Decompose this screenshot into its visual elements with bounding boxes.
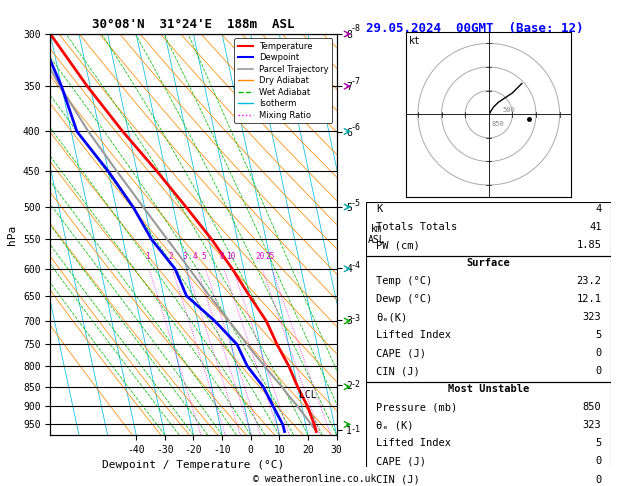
- Bar: [366, 256, 611, 382]
- Text: -7: -7: [350, 77, 360, 86]
- Text: 850: 850: [491, 121, 504, 127]
- Text: -8: -8: [350, 24, 360, 33]
- Text: 323: 323: [583, 420, 601, 431]
- Text: -2: -2: [350, 380, 360, 389]
- Text: Lifted Index: Lifted Index: [376, 330, 451, 340]
- Text: 10: 10: [226, 252, 236, 261]
- Text: CAPE (J): CAPE (J): [376, 456, 426, 467]
- Text: CIN (J): CIN (J): [376, 474, 420, 485]
- Text: 0: 0: [595, 366, 601, 377]
- Text: CAPE (J): CAPE (J): [376, 348, 426, 359]
- Text: 12.1: 12.1: [577, 295, 601, 304]
- Text: Lifted Index: Lifted Index: [376, 438, 451, 449]
- X-axis label: Dewpoint / Temperature (°C): Dewpoint / Temperature (°C): [103, 460, 284, 470]
- Text: 2: 2: [168, 252, 173, 261]
- Text: 8: 8: [220, 252, 225, 261]
- Text: 3: 3: [182, 252, 187, 261]
- Text: 41: 41: [589, 223, 601, 232]
- Text: 1: 1: [145, 252, 150, 261]
- Text: kt: kt: [408, 36, 420, 46]
- Y-axis label: km
ASL: km ASL: [369, 224, 386, 245]
- Text: Totals Totals: Totals Totals: [376, 223, 457, 232]
- Text: -4: -4: [350, 261, 360, 270]
- Text: 5: 5: [201, 252, 206, 261]
- Text: © weatheronline.co.uk: © weatheronline.co.uk: [253, 473, 376, 484]
- Text: Most Unstable: Most Unstable: [448, 384, 530, 395]
- Text: Dewp (°C): Dewp (°C): [376, 295, 432, 304]
- Text: 29.05.2024  00GMT  (Base: 12): 29.05.2024 00GMT (Base: 12): [366, 22, 584, 35]
- Text: CIN (J): CIN (J): [376, 366, 420, 377]
- Text: 850: 850: [583, 402, 601, 413]
- Text: -5: -5: [350, 199, 360, 208]
- Y-axis label: hPa: hPa: [8, 225, 18, 244]
- Text: 0: 0: [595, 456, 601, 467]
- Text: 323: 323: [583, 312, 601, 322]
- Bar: [366, 382, 611, 486]
- Text: Pressure (mb): Pressure (mb): [376, 402, 457, 413]
- Text: θₑ (K): θₑ (K): [376, 420, 413, 431]
- Text: θₑ(K): θₑ(K): [376, 312, 407, 322]
- Text: 25: 25: [265, 252, 275, 261]
- Title: 30°08'N  31°24'E  188m  ASL: 30°08'N 31°24'E 188m ASL: [92, 18, 294, 32]
- Text: PW (cm): PW (cm): [376, 241, 420, 250]
- Text: 4: 4: [193, 252, 198, 261]
- Text: 0: 0: [595, 348, 601, 359]
- Text: -1: -1: [350, 425, 360, 434]
- Text: 4: 4: [595, 204, 601, 214]
- Text: 500: 500: [503, 107, 516, 113]
- Text: K: K: [376, 204, 382, 214]
- Text: LCL: LCL: [299, 390, 317, 399]
- Text: 1.85: 1.85: [577, 241, 601, 250]
- Text: 20: 20: [255, 252, 265, 261]
- Text: -3: -3: [350, 314, 360, 323]
- Text: 23.2: 23.2: [577, 277, 601, 286]
- Text: 5: 5: [595, 330, 601, 340]
- Text: Surface: Surface: [467, 259, 511, 268]
- Bar: [366, 202, 611, 256]
- Text: 5: 5: [595, 438, 601, 449]
- Text: Temp (°C): Temp (°C): [376, 277, 432, 286]
- Text: -6: -6: [350, 122, 360, 132]
- Text: 0: 0: [595, 474, 601, 485]
- Legend: Temperature, Dewpoint, Parcel Trajectory, Dry Adiabat, Wet Adiabat, Isotherm, Mi: Temperature, Dewpoint, Parcel Trajectory…: [235, 38, 332, 123]
